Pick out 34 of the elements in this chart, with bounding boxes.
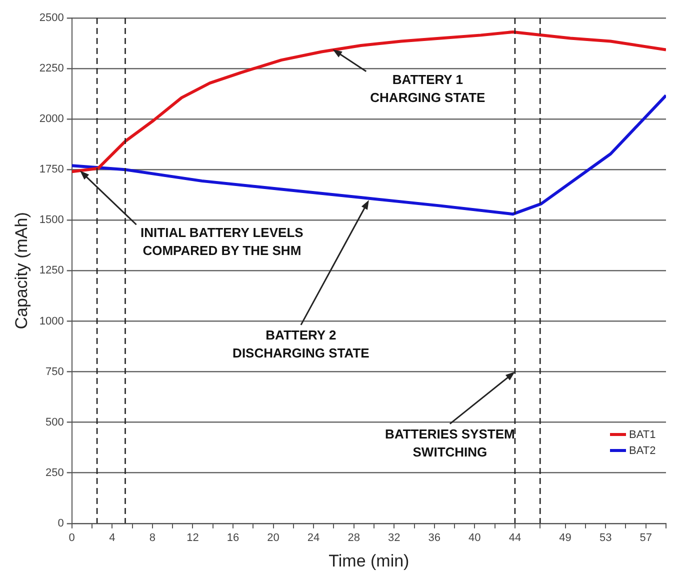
y-tick-label: 2500: [39, 12, 64, 24]
annotation: BATTERIES SYSTEM SWITCHING: [385, 426, 515, 460]
y-tick-label: 1750: [39, 164, 64, 176]
x-tick-label: 8: [149, 532, 156, 544]
annotation: BATTERY 1 CHARGING STATE: [370, 72, 486, 105]
y-tick-label: 1500: [39, 214, 64, 226]
x-tick-label: 20: [267, 532, 280, 544]
y-tick-label: 1000: [39, 315, 64, 328]
x-tick-label: 4: [109, 532, 116, 544]
x-tick-label: 16: [226, 532, 240, 544]
annotation: INITIAL BATTERY LEVELS COMPARED BY THE SHM: [140, 225, 304, 258]
y-tick-label: 750: [46, 366, 64, 378]
x-tick-label: 12: [186, 532, 199, 544]
x-tick-label: 53: [599, 532, 612, 544]
legend-label: BAT1: [629, 428, 656, 443]
y-tick-label: 500: [46, 416, 64, 428]
y-tick-label: 250: [46, 466, 64, 479]
y-tick-label: 0: [58, 517, 64, 530]
x-tick-label: 32: [388, 532, 400, 544]
x-tick-label: 44: [508, 532, 522, 544]
y-tick-label: 2250: [39, 62, 64, 75]
y-tick-label: 1250: [39, 264, 64, 277]
x-tick-label: 49: [559, 532, 572, 544]
x-tick-label: 0: [68, 532, 75, 544]
y-axis-title: Capacity (mAh): [12, 212, 31, 330]
x-tick-label: 36: [428, 532, 441, 544]
x-axis-title: Time (min): [328, 551, 410, 570]
x-tick-label: 40: [468, 532, 481, 544]
x-tick-label: 28: [348, 532, 360, 544]
x-tick-label: 24: [307, 532, 320, 544]
y-tick-label: 2000: [39, 113, 64, 126]
annotation: BATTERY 2 DISCHARGING STATE: [232, 328, 370, 361]
x-tick-label: 57: [640, 532, 652, 544]
legend-label: BAT2: [629, 444, 656, 459]
